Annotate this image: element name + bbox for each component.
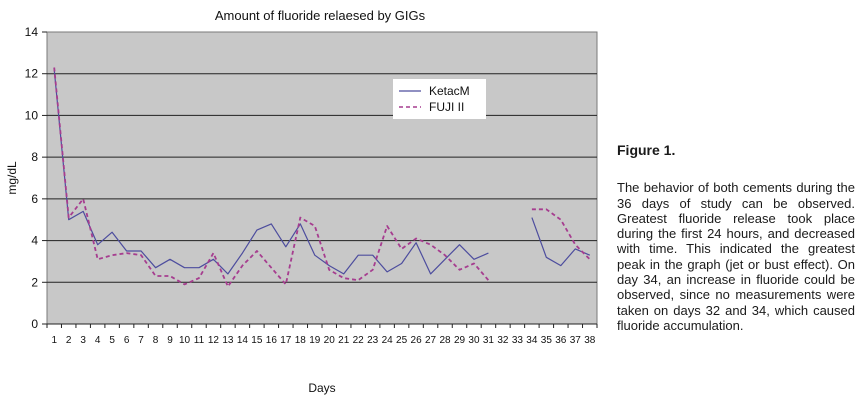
fluoride-line-chart: Amount of fluoride relaesed by GIGs 0246…	[5, 8, 598, 395]
x-tick-label: 1	[51, 335, 57, 346]
x-tick-label: 3	[80, 335, 86, 346]
legend-box	[393, 79, 486, 119]
series-line-fuji-ii	[53, 67, 490, 288]
y-tick-label: 6	[31, 192, 38, 206]
x-tick-label: 15	[251, 335, 263, 346]
x-tick-label: 36	[555, 335, 567, 346]
chart-title: Amount of fluoride relaesed by GIGs	[215, 8, 426, 23]
y-tick-label: 0	[31, 317, 38, 331]
x-tick-label: 32	[497, 335, 509, 346]
x-axis-ticks: 1 2 3 4 5 6 7 8 9 10 11 12 13 14 15 16 17 18 19 20 21 22 23 24 2…	[46, 323, 598, 346]
x-tick-label: 38	[584, 335, 596, 346]
gridlines	[47, 73, 597, 283]
x-tick-label: 19	[309, 335, 321, 346]
y-tick-label: 8	[31, 150, 38, 164]
x-tick-label: 11	[194, 335, 205, 346]
y-tick-label: 2	[31, 275, 38, 289]
x-tick-label: 21	[338, 335, 350, 346]
y-tick-label: 4	[31, 234, 38, 248]
x-tick-label: 30	[468, 335, 480, 346]
y-tick-label: 14	[25, 25, 39, 39]
x-tick-label: 24	[382, 335, 394, 346]
x-tick-label: 27	[425, 335, 437, 346]
x-tick-label: 29	[454, 335, 466, 346]
x-tick-label: 31	[483, 335, 495, 346]
x-tick-label: 2	[66, 335, 72, 346]
x-tick-label: 22	[353, 335, 365, 346]
x-tick-label: 8	[153, 335, 159, 346]
series-line-ketacm	[53, 69, 489, 275]
series-lines	[53, 67, 591, 288]
series-line-ketacm	[531, 217, 591, 267]
y-axis-label: mg/dL	[5, 161, 19, 195]
x-tick-label: 7	[138, 335, 144, 346]
x-tick-label: 6	[124, 335, 130, 346]
legend-label-ketacm: KetacM	[429, 84, 470, 98]
x-tick-label: 28	[439, 335, 451, 346]
x-tick-label: 9	[167, 335, 173, 346]
y-tick-label: 10	[25, 108, 39, 122]
x-tick-label: 23	[367, 335, 379, 346]
y-tick-label: 12	[25, 67, 39, 81]
x-tick-label: 33	[512, 335, 524, 346]
series-line-fuji-ii	[531, 208, 591, 260]
x-tick-label: 14	[237, 335, 249, 346]
legend-label-fuji-ii: FUJI II	[429, 100, 464, 114]
x-tick-label: 4	[95, 335, 101, 346]
x-tick-label: 18	[295, 335, 307, 346]
x-tick-label: 20	[324, 335, 336, 346]
x-tick-label: 17	[280, 335, 292, 346]
x-tick-label: 25	[396, 335, 408, 346]
x-axis-label: Days	[308, 381, 335, 395]
caption-body: The behavior of both cements during the …	[617, 180, 855, 333]
legend: KetacM FUJI II	[393, 79, 486, 119]
x-tick-label: 34	[526, 335, 538, 346]
x-tick-label: 37	[570, 335, 582, 346]
x-tick-label: 12	[208, 335, 220, 346]
x-tick-label: 5	[109, 335, 115, 346]
x-tick-label: 10	[179, 335, 191, 346]
x-tick-label: 16	[266, 335, 278, 346]
plot-area	[46, 31, 598, 325]
x-tick-label: 26	[411, 335, 423, 346]
y-axis-ticks: 0 2 4 6 8 10 12 14	[25, 25, 47, 331]
x-tick-label: 13	[222, 335, 234, 346]
caption-title: Figure 1.	[617, 142, 676, 158]
figure-caption: Figure 1. The behavior of both cements d…	[617, 142, 855, 333]
x-tick-label: 35	[541, 335, 553, 346]
